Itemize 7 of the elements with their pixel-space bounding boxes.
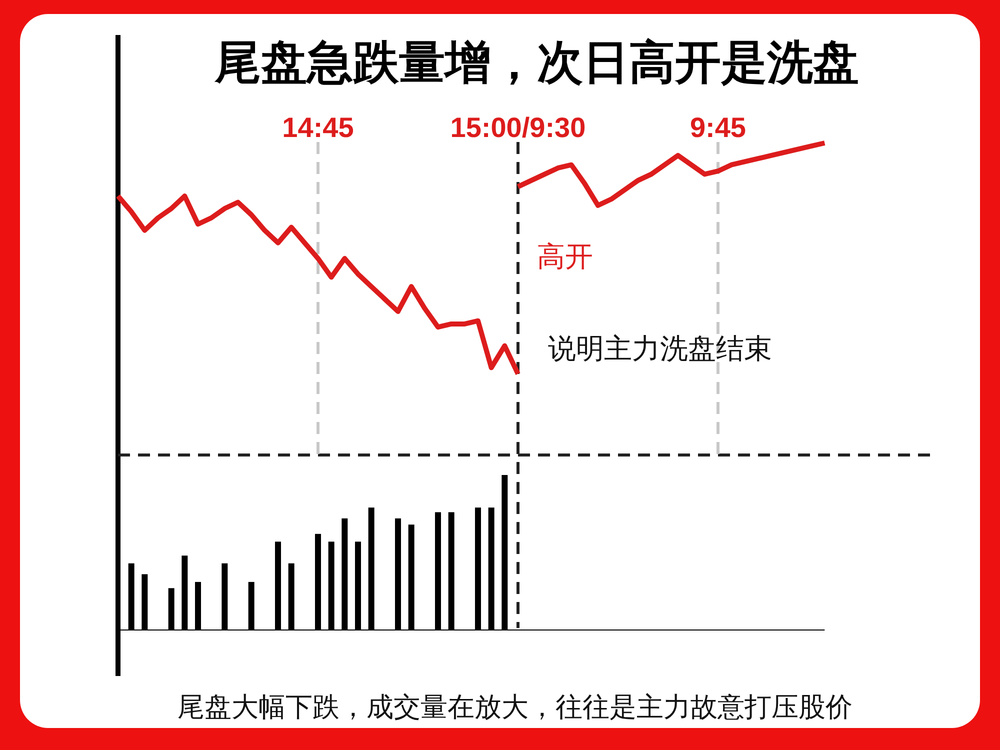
- annotation: 说明主力洗盘结束: [548, 333, 772, 364]
- x-tick-label: 14:45: [282, 112, 354, 143]
- text: 尾盘大幅下跌，成交量在放大，往往是主力故意打压股价: [178, 692, 852, 722]
- x-tick-label: 9:45: [690, 112, 746, 143]
- annotation: 高开: [537, 241, 593, 272]
- x-tick-label: 15:00/9:30: [450, 112, 586, 143]
- chart-title: 尾盘急跌量增，次日高开是洗盘: [214, 36, 859, 88]
